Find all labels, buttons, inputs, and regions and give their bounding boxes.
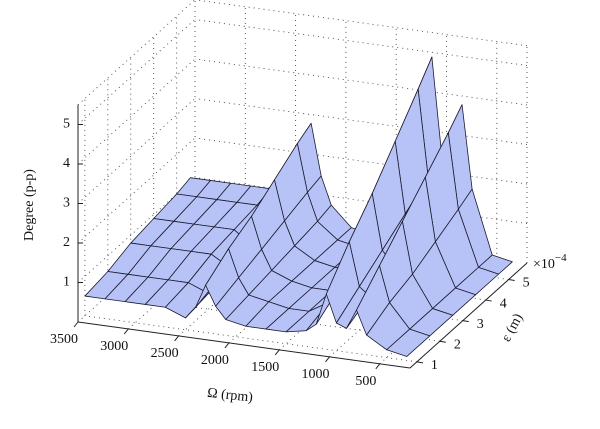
y-tick-label: 2 [454,337,461,352]
grid-line [194,58,528,106]
grid-line [194,137,528,185]
grid-line [77,98,196,204]
grid-line [77,58,196,165]
multiplier-exponent: −4 [555,252,567,264]
y-tick-label: 5 [523,276,530,291]
grid-line [77,19,196,125]
surface-cell [386,328,431,357]
y-tick-label: 1 [431,358,438,373]
y-axis-label: ε (m) [499,311,526,344]
y-multiplier: ×10−4 [533,252,567,273]
grid-line [194,98,528,145]
y-axis [409,262,528,369]
x-tick [274,349,280,356]
x-tick [73,321,79,328]
grid-line [194,19,528,66]
y-tick [416,361,423,364]
x-tick [375,363,381,370]
z-tick-label: 4 [63,156,70,171]
multiplier-base: ×10 [533,257,555,272]
x-tick [224,342,230,349]
x-tick-label: 1000 [302,367,330,382]
y-tick [462,320,469,323]
y-tick-label: 4 [500,296,507,311]
z-tick-label: 5 [63,117,70,132]
x-tick-label: 2500 [151,346,179,361]
z-tick-label: 2 [63,235,70,250]
x-tick-label: 3500 [50,332,78,347]
y-tick [508,278,515,281]
x-tick-label: 2000 [201,353,229,368]
x-tick-label: 1500 [251,360,279,375]
x-axis [77,321,411,369]
x-tick-label: 3000 [100,339,128,354]
box-edge [194,0,528,47]
z-tick-label: 3 [63,196,70,211]
x-tick [325,356,330,363]
y-tick-label: 3 [477,317,484,332]
x-axis-label: Ω (rpm) [206,386,253,406]
z-tick-label: 1 [63,275,70,290]
box-edge [77,0,196,106]
x-tick [123,328,129,335]
grid-line [84,315,417,363]
y-tick [439,340,446,343]
y-tick [485,299,492,302]
z-axis-label: Degree (p-p) [22,169,37,241]
x-tick-label: 500 [355,374,376,389]
x-tick [174,335,179,342]
